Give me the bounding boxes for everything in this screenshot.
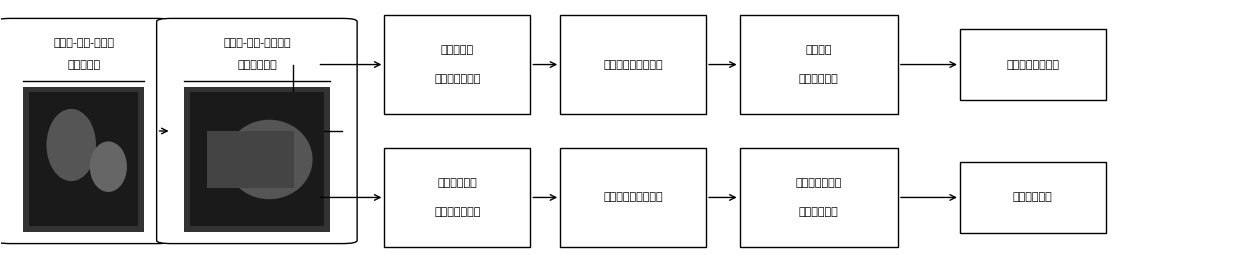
Text: 编码映射关系: 编码映射关系 xyxy=(799,207,839,217)
Bar xyxy=(560,15,706,114)
Bar xyxy=(30,92,138,226)
Bar xyxy=(24,87,144,232)
FancyBboxPatch shape xyxy=(156,18,357,244)
Bar xyxy=(183,87,330,232)
Ellipse shape xyxy=(225,120,312,199)
Bar xyxy=(384,15,530,114)
Bar xyxy=(560,148,706,247)
Text: 自组织映射神经网络: 自组织映射神经网络 xyxy=(603,59,663,69)
Text: 数字孪生数据库: 数字孪生数据库 xyxy=(434,74,481,84)
Bar xyxy=(960,29,1106,100)
Text: 数字孪生模型: 数字孪生模型 xyxy=(237,60,276,70)
Text: 损伤定量诊断: 损伤定量诊断 xyxy=(1014,193,1053,203)
Bar xyxy=(960,162,1106,233)
Text: 涡轮盘-转子-支承系统: 涡轮盘-转子-支承系统 xyxy=(223,39,291,48)
Text: 正常涡轮盘: 正常涡轮盘 xyxy=(441,45,475,55)
Ellipse shape xyxy=(89,141,126,192)
Ellipse shape xyxy=(47,109,95,181)
Text: 报警阈值区间: 报警阈值区间 xyxy=(799,74,839,84)
Text: 含裂纹涡轮盘: 含裂纹涡轮盘 xyxy=(437,178,477,188)
Text: 统物理实体: 统物理实体 xyxy=(67,60,100,70)
Text: 涡轮盘-转子-支承系: 涡轮盘-转子-支承系 xyxy=(53,39,114,48)
Text: 数字孪生数据库: 数字孪生数据库 xyxy=(434,207,481,217)
Bar xyxy=(384,148,530,247)
Text: 稀疏表示的联合字典: 稀疏表示的联合字典 xyxy=(603,193,663,203)
Text: 判定裂纹是否产生: 判定裂纹是否产生 xyxy=(1006,59,1059,69)
Bar xyxy=(740,15,898,114)
Bar xyxy=(207,130,294,188)
Bar xyxy=(190,92,323,226)
FancyBboxPatch shape xyxy=(0,18,171,244)
Text: 裂纹状态与稀疏: 裂纹状态与稀疏 xyxy=(795,178,843,188)
Text: 特征向量: 特征向量 xyxy=(805,45,833,55)
Bar xyxy=(740,148,898,247)
